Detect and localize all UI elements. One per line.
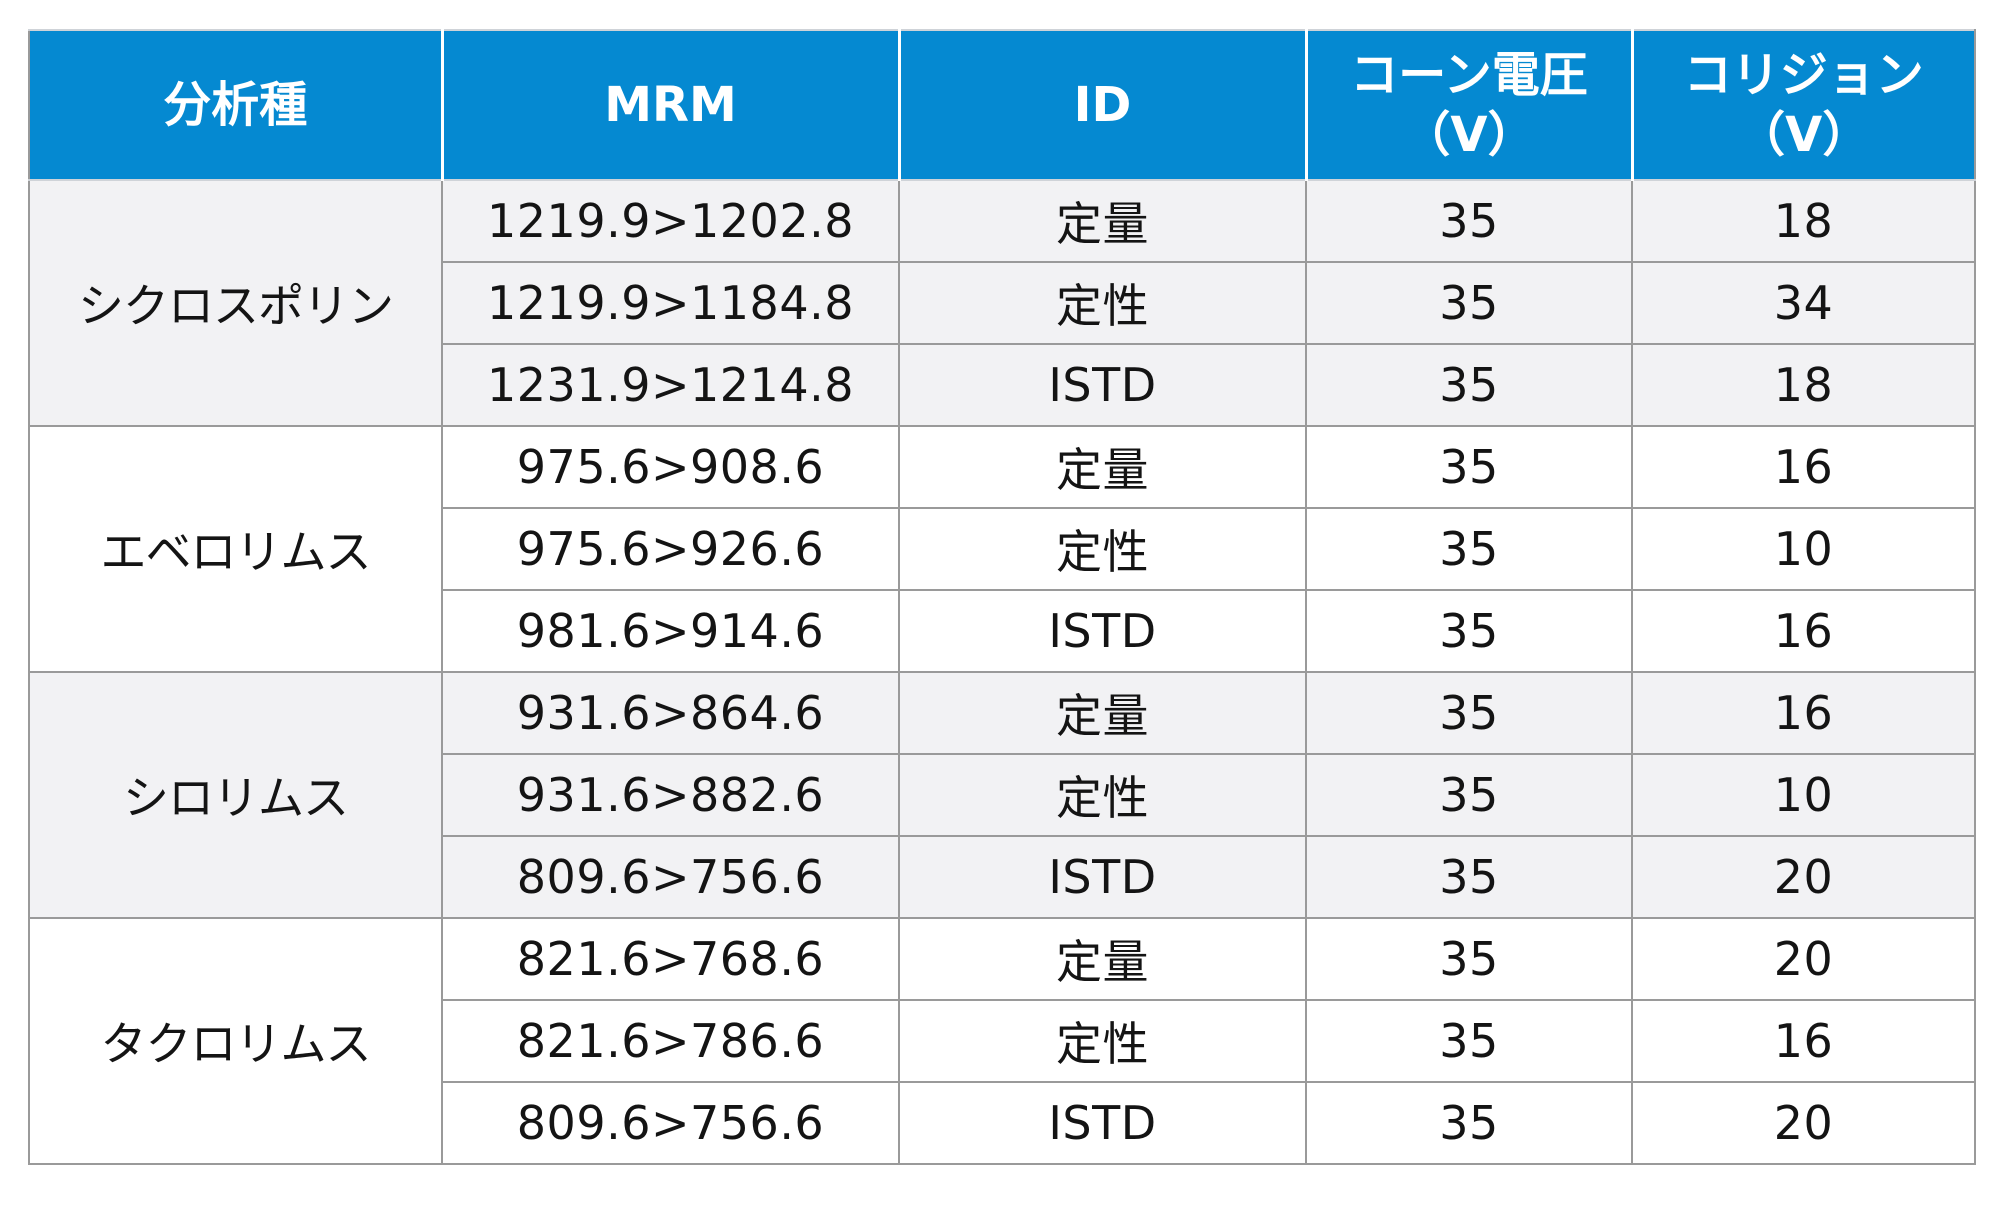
mrm-cell: 1231.9>1214.8	[441, 343, 900, 427]
collision-cell: 20	[1631, 1081, 1976, 1165]
collision-cell: 16	[1631, 999, 1976, 1083]
cone-voltage-cell: 35	[1305, 179, 1633, 263]
id-cell: ISTD	[898, 1081, 1307, 1165]
table-row: 809.6>756.6 ISTD 35 20	[29, 835, 1976, 919]
table-row: 975.6>926.6 定性 35 10	[29, 507, 1976, 591]
cone-voltage-cell: 35	[1305, 999, 1633, 1083]
id-cell: 定量	[898, 671, 1307, 755]
collision-cell: 20	[1631, 835, 1976, 919]
cone-voltage-cell: 35	[1305, 917, 1633, 1001]
analyte-cell: シロリムス	[28, 671, 443, 919]
mrm-parameter-table: 分析種 MRM ID コーン電圧 （V） コリジョン （V）	[28, 29, 1976, 1165]
table-row: 981.6>914.6 ISTD 35 16	[29, 589, 1976, 673]
header-analyte: 分析種	[28, 29, 444, 181]
table-row: エベロリムス 975.6>908.6 定量 35 16	[28, 425, 1976, 673]
table-row: シクロスポリン 1219.9>1202.8 定量 35 18	[28, 179, 1976, 427]
id-cell: 定性	[898, 999, 1307, 1083]
id-cell: ISTD	[898, 589, 1307, 673]
header-row: 分析種 MRM ID コーン電圧 （V） コリジョン （V）	[28, 29, 1976, 181]
collision-cell: 10	[1631, 507, 1976, 591]
collision-cell: 18	[1631, 179, 1976, 263]
header-mrm-label: MRM	[604, 77, 737, 133]
collision-cell: 18	[1631, 343, 1976, 427]
cone-voltage-cell: 35	[1305, 343, 1633, 427]
collision-cell: 16	[1631, 425, 1976, 509]
cone-voltage-cell: 35	[1305, 671, 1633, 755]
cone-voltage-cell: 35	[1305, 753, 1633, 837]
table-body: シクロスポリン 1219.9>1202.8 定量 35 18 1219.9>11…	[28, 179, 1976, 1165]
table-header: 分析種 MRM ID コーン電圧 （V） コリジョン （V）	[28, 29, 1976, 181]
mrm-cell: 809.6>756.6	[441, 835, 900, 919]
cone-voltage-cell: 35	[1305, 261, 1633, 345]
id-cell: 定性	[898, 261, 1307, 345]
table-row: 821.6>786.6 定性 35 16	[29, 999, 1976, 1083]
cone-voltage-cell: 35	[1305, 425, 1633, 509]
header-cone-voltage-unit: （V）	[1402, 107, 1536, 163]
collision-cell: 34	[1631, 261, 1976, 345]
analyte-cell: タクロリムス	[28, 917, 443, 1165]
header-id: ID	[897, 29, 1308, 181]
collision-cell: 16	[1631, 589, 1976, 673]
mrm-cell: 1219.9>1202.8	[441, 179, 900, 263]
id-cell: ISTD	[898, 835, 1307, 919]
table-row: 809.6>756.6 ISTD 35 20	[29, 1081, 1976, 1165]
mrm-cell: 975.6>908.6	[441, 425, 900, 509]
collision-cell: 10	[1631, 753, 1976, 837]
collision-cell: 20	[1631, 917, 1976, 1001]
cone-voltage-cell: 35	[1305, 589, 1633, 673]
table-row: 1219.9>1184.8 定性 35 34	[29, 261, 1976, 345]
mrm-cell: 931.6>864.6	[441, 671, 900, 755]
mrm-cell: 975.6>926.6	[441, 507, 900, 591]
cone-voltage-cell: 35	[1305, 1081, 1633, 1165]
header-cone-voltage: コーン電圧 （V）	[1304, 29, 1634, 181]
header-analyte-label: 分析種	[163, 77, 308, 133]
cone-voltage-cell: 35	[1305, 835, 1633, 919]
header-collision-label: コリジョン	[1683, 47, 1924, 103]
analyte-cell: シクロスポリン	[28, 179, 443, 427]
id-cell: 定量	[898, 179, 1307, 263]
mrm-cell: 981.6>914.6	[441, 589, 900, 673]
mrm-cell: 821.6>786.6	[441, 999, 900, 1083]
collision-cell: 16	[1631, 671, 1976, 755]
id-cell: 定量	[898, 425, 1307, 509]
id-cell: 定性	[898, 507, 1307, 591]
id-cell: 定量	[898, 917, 1307, 1001]
table-row: シロリムス 931.6>864.6 定量 35 16	[28, 671, 1976, 919]
header-collision: コリジョン （V）	[1630, 29, 1976, 181]
cone-voltage-cell: 35	[1305, 507, 1633, 591]
header-mrm: MRM	[440, 29, 901, 181]
analyte-cell: エベロリムス	[28, 425, 443, 673]
table-row: 931.6>882.6 定性 35 10	[29, 753, 1976, 837]
header-cone-voltage-label: コーン電圧	[1350, 47, 1588, 103]
table-row: タクロリムス 821.6>768.6 定量 35 20	[28, 917, 1976, 1165]
table-row: 1231.9>1214.8 ISTD 35 18	[29, 343, 1976, 427]
header-collision-unit: （V）	[1737, 107, 1871, 163]
mrm-parameter-table-container: 分析種 MRM ID コーン電圧 （V） コリジョン （V）	[28, 29, 1976, 1165]
header-id-label: ID	[1073, 77, 1132, 133]
mrm-cell: 931.6>882.6	[441, 753, 900, 837]
mrm-cell: 1219.9>1184.8	[441, 261, 900, 345]
mrm-cell: 821.6>768.6	[441, 917, 900, 1001]
id-cell: 定性	[898, 753, 1307, 837]
mrm-cell: 809.6>756.6	[441, 1081, 900, 1165]
id-cell: ISTD	[898, 343, 1307, 427]
